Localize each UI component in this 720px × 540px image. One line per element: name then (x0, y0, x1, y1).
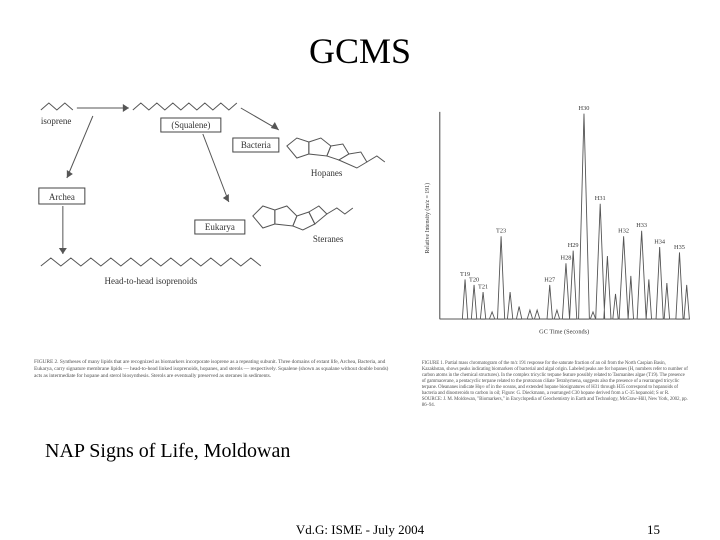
peak-label: H30 (578, 105, 589, 112)
label-eukarya: Eukarya (205, 222, 235, 232)
peak-label: H33 (636, 222, 647, 229)
label-archea: Archea (49, 192, 75, 202)
figure-panels: isoprene (Squalene) Bacteria (30, 90, 690, 390)
peak-label: H27 (544, 276, 555, 283)
chrom-xlabel: GC Time (Seconds) (539, 329, 589, 336)
label-hth: Head-to-head isoprenoids (104, 276, 197, 286)
chromatogram-panel: GC Time (Seconds) Relative Intensity (m/… (420, 90, 690, 390)
left-caption: FIGURE 2. Syntheses of many lipids that … (30, 359, 396, 380)
footer-center: Vd.G: ISME - July 2004 (0, 522, 720, 538)
peak-label: H28 (560, 255, 571, 262)
peak-label: H34 (654, 238, 666, 245)
right-caption: FIGURE 1. Partial mass chromatogram of t… (420, 361, 690, 409)
label-bacteria: Bacteria (241, 140, 271, 150)
label-isoprene: isoprene (41, 116, 72, 126)
peak-label: H32 (618, 228, 629, 235)
footnote-text: NAP Signs of Life, Moldowan (45, 440, 290, 463)
label-squalene: (Squalene) (171, 120, 210, 130)
chromatogram: GC Time (Seconds) Relative Intensity (m/… (420, 90, 690, 350)
page-title: GCMS (0, 30, 720, 72)
biosynthesis-diagram: isoprene (Squalene) Bacteria (30, 90, 396, 350)
left-diagram-panel: isoprene (Squalene) Bacteria (30, 90, 396, 390)
footer-page-number: 15 (647, 522, 660, 538)
chrom-ylabel: Relative Intensity (m/z = 191) (424, 183, 431, 254)
peak-label: T20 (469, 276, 479, 283)
label-steranes: Steranes (313, 234, 344, 244)
peak-label: H31 (594, 195, 605, 202)
peak-label: H35 (674, 244, 685, 251)
peak-label: H29 (567, 242, 578, 249)
peak-label: T21 (478, 283, 488, 290)
peak-label: T23 (496, 228, 506, 235)
label-hopanes: Hopanes (311, 168, 343, 178)
